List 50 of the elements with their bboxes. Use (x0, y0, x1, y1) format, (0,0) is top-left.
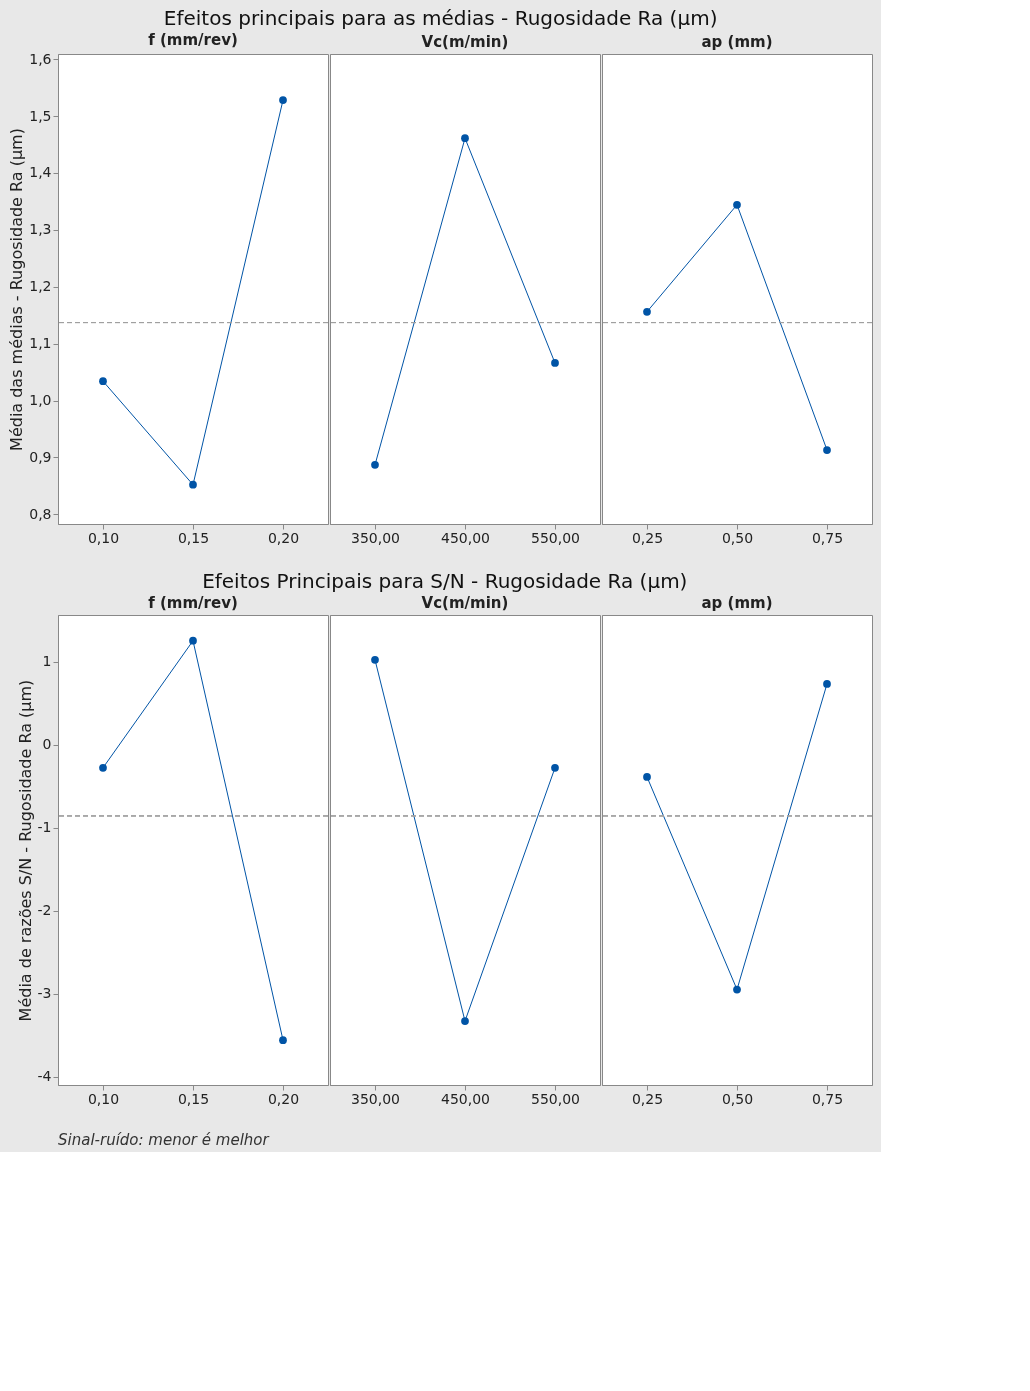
x-tick-label: 0,20 (267, 1090, 300, 1107)
x-tick-label: 0,25 (631, 1090, 664, 1107)
y-tick-label: -2 (37, 902, 52, 919)
y-axis-title: Média das médias - Rugosidade Ra (µm) (7, 128, 27, 451)
x-tick-label: 0,10 (87, 1090, 120, 1107)
text: Sinal-ruído: menor é melhor (58, 1131, 270, 1149)
x-tick-label: 0,25 (631, 529, 664, 546)
y-tick-label: -1 (37, 819, 52, 836)
x-tick-label: 450,00 (441, 1090, 490, 1107)
chart-title: ap (mm) (701, 594, 773, 612)
point (99, 377, 107, 386)
y-tick-label: 1 (42, 653, 52, 669)
x-tick-label: 350,00 (351, 1090, 400, 1107)
y-tick-label: 1,6 (29, 50, 52, 67)
x-tick-label: 550,00 (531, 529, 580, 546)
x-tick-label: 350,00 (351, 529, 400, 546)
y-tick-label: 1,3 (29, 221, 52, 238)
x-tick-label: 0,15 (177, 529, 210, 546)
point (99, 763, 107, 772)
y-axis-title: Média de razões S/N - Rugosidade Ra (µm) (15, 679, 35, 1022)
point (189, 636, 197, 645)
text: Efeitos Principais para S/N - Rugosidade Ra (µm) (202, 568, 688, 593)
x-tick-label: 550,00 (531, 1090, 580, 1107)
x-tick-label: 0,15 (177, 1090, 210, 1107)
point (279, 1036, 287, 1045)
point (279, 96, 287, 104)
y-tick-label: 1,1 (29, 335, 52, 352)
x-tick-label: 0,50 (721, 529, 754, 546)
chart-title: Vc(m/min) (421, 594, 509, 612)
x-tick-label: 0,50 (721, 1090, 754, 1107)
x-tick-label: 0,75 (811, 529, 844, 546)
y-tick-label: 1,5 (29, 107, 52, 124)
y-tick-label: 0,9 (29, 448, 52, 465)
y-tick-label: -4 (37, 1068, 52, 1085)
point (189, 480, 197, 489)
y-tick-label: 0,8 (29, 505, 52, 522)
y-tick-label: 1,2 (29, 278, 52, 295)
chart-title: f (mm/rev) (148, 594, 238, 612)
y-tick-label: -3 (37, 985, 52, 1002)
chart-title: Vc(m/min) (421, 33, 509, 51)
x-tick-label: 0,20 (267, 529, 300, 546)
x-tick-label: 0,75 (811, 1090, 844, 1107)
text: Efeitos principais para as médias - Rugosidade Ra (µm) (163, 5, 718, 30)
y-tick-label: 1,0 (29, 392, 52, 409)
x-tick-label: 0,10 (87, 529, 120, 546)
chart-title: f (mm/rev) (148, 31, 238, 50)
y-tick-label: 1,4 (29, 164, 52, 181)
x-tick-label: 450,00 (441, 529, 490, 546)
y-tick-label: 0 (42, 736, 52, 753)
chart-title: ap (mm) (701, 33, 773, 51)
